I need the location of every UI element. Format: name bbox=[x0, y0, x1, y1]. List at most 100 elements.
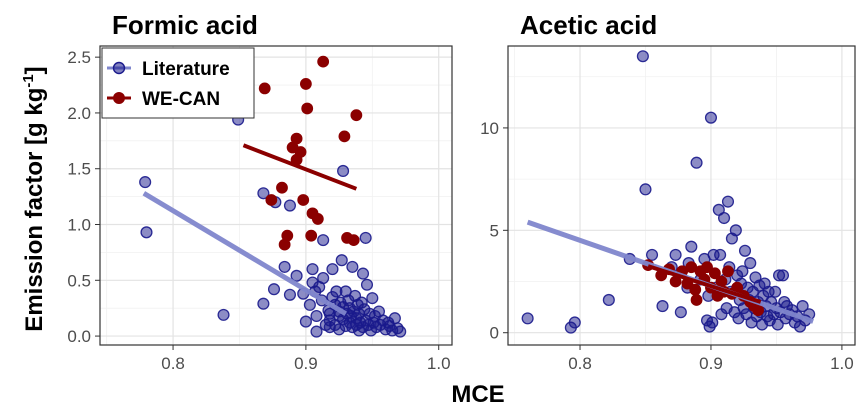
acetic-acid-literature-point bbox=[602, 293, 615, 306]
formic-acid-literature-point bbox=[356, 267, 370, 280]
acetic-acid-literature-point bbox=[656, 300, 669, 313]
formic-acid-literature-point bbox=[139, 176, 152, 189]
acetic-acid-literature-point bbox=[674, 306, 687, 319]
formic-acid-plot-frame bbox=[99, 45, 453, 346]
legend-label-wecan: WE-CAN bbox=[142, 89, 220, 110]
formic-acid-literature-point bbox=[290, 269, 303, 282]
legend: Literature WE-CAN bbox=[101, 47, 255, 119]
formic-acid-literature-point bbox=[217, 308, 230, 321]
legend-marker-literature bbox=[112, 61, 126, 75]
acetic-acid-literature-point bbox=[769, 285, 782, 298]
x-axis-title: MCE bbox=[451, 381, 504, 408]
formic-acid-literature-point bbox=[310, 309, 323, 323]
acetic-acid-literature-point bbox=[738, 244, 752, 257]
acetic-acid-literature-point bbox=[744, 257, 757, 270]
acetic-acid-literature-point bbox=[721, 195, 735, 208]
formic-acid-wecan-point bbox=[301, 102, 314, 115]
acetic-acid-x-tick-label: 0.8 bbox=[568, 354, 592, 373]
formic-acid-literature-point bbox=[140, 226, 153, 239]
acetic-acid-literature-point bbox=[636, 50, 649, 63]
formic-acid-panel: 0.8 0.9 1.0 0.0 0.5 1.0 1.5 2.0 2.5 Formic acid bbox=[67, 10, 453, 373]
acetic-acid-literature-point bbox=[704, 111, 718, 124]
acetic-acid-literature-point bbox=[776, 269, 790, 282]
formic-acid-title: Formic acid bbox=[112, 10, 258, 40]
formic-acid-y-tick-label: 0.0 bbox=[67, 327, 91, 346]
acetic-acid-wecan-point bbox=[715, 275, 728, 288]
acetic-acid-wecan-point bbox=[701, 261, 713, 274]
acetic-acid-literature-point bbox=[685, 240, 698, 253]
formic-acid-x-tick-label: 0.9 bbox=[294, 354, 318, 373]
acetic-acid-x-tick-label: 0.9 bbox=[699, 354, 723, 373]
formic-acid-y-tick-label: 1.0 bbox=[67, 216, 91, 235]
formic-acid-literature-fit-line bbox=[142, 191, 348, 316]
formic-acid-wecan-point bbox=[290, 132, 303, 145]
formic-acid-literature-point bbox=[360, 278, 374, 291]
acetic-acid-wecan-point bbox=[722, 265, 734, 278]
acetic-acid-literature-point bbox=[669, 248, 682, 261]
acetic-acid-title: Acetic acid bbox=[520, 10, 657, 40]
formic-acid-wecan-point bbox=[347, 234, 360, 247]
formic-acid-wecan-point bbox=[338, 130, 351, 143]
formic-acid-literature-point bbox=[388, 312, 401, 325]
acetic-acid-literature-point bbox=[645, 248, 659, 261]
acetic-acid-literature-point bbox=[706, 316, 719, 329]
y-axis-title: Emission factor [g kg-1] bbox=[20, 66, 48, 331]
acetic-acid-literature-point bbox=[736, 265, 749, 278]
acetic-acid-y-tick-label: 10 bbox=[480, 119, 499, 138]
acetic-acid-wecan-point bbox=[689, 283, 702, 296]
legend-box bbox=[101, 47, 255, 119]
formic-acid-literature-point bbox=[335, 254, 348, 267]
formic-acid-literature-point bbox=[317, 272, 330, 285]
y-axis-title-sup: -1 bbox=[20, 74, 37, 87]
acetic-acid-y-tick-label: 5 bbox=[490, 221, 499, 240]
formic-acid-literature-point bbox=[317, 234, 330, 247]
y-axis-title-main: Emission factor [g kg bbox=[21, 88, 48, 332]
formic-acid-wecan-fit-line bbox=[242, 143, 358, 191]
formic-acid-y-tick-label: 1.5 bbox=[67, 160, 91, 179]
acetic-acid-plot-frame bbox=[507, 45, 856, 346]
formic-acid-literature-point bbox=[257, 187, 270, 200]
formic-acid-literature-point bbox=[346, 260, 359, 273]
formic-acid-wecan-point bbox=[276, 181, 288, 194]
legend-marker-wecan bbox=[113, 92, 125, 104]
acetic-acid-literature-point bbox=[718, 211, 731, 225]
acetic-acid-literature-point bbox=[729, 224, 742, 237]
formic-acid-literature-point bbox=[303, 298, 316, 311]
formic-acid-wecan-point bbox=[294, 146, 307, 158]
formic-acid-literature-point bbox=[326, 263, 339, 276]
formic-acid-wecan-point bbox=[350, 109, 363, 122]
acetic-acid-literature-point bbox=[521, 312, 534, 325]
formic-acid-x-tick-label: 0.8 bbox=[161, 354, 185, 373]
acetic-acid-literature-point bbox=[796, 300, 809, 313]
formic-acid-literature-point bbox=[306, 263, 319, 276]
formic-acid-literature-point bbox=[359, 231, 372, 244]
formic-acid-wecan-point bbox=[265, 194, 278, 206]
acetic-acid-literature-point bbox=[690, 156, 703, 169]
formic-acid-literature-point bbox=[366, 292, 379, 305]
acetic-acid-wecan-point bbox=[708, 267, 721, 280]
formic-acid-literature-point bbox=[299, 315, 312, 328]
formic-acid-literature-point bbox=[394, 325, 407, 338]
formic-acid-wecan-point bbox=[299, 78, 312, 90]
acetic-acid-y-tick-label: 0 bbox=[490, 324, 499, 343]
acetic-acid-x-tick-label: 1.0 bbox=[830, 354, 854, 373]
formic-acid-y-tick-label: 0.5 bbox=[67, 271, 91, 290]
formic-acid-y-tick-label: 2.0 bbox=[67, 104, 91, 123]
acetic-acid-wecan-point bbox=[690, 294, 703, 306]
acetic-acid-literature-point bbox=[714, 248, 727, 261]
formic-acid-literature-point bbox=[283, 199, 296, 212]
formic-acid-literature-point bbox=[257, 297, 270, 310]
formic-acid-wecan-point bbox=[317, 55, 330, 68]
acetic-acid-wecan-point bbox=[752, 304, 765, 317]
formic-acid-literature-point bbox=[278, 260, 291, 273]
formic-acid-wecan-point bbox=[311, 213, 324, 225]
acetic-acid-panel: 0.8 0.9 1.0 0 5 10 Acetic acid bbox=[480, 10, 856, 373]
acetic-acid-wecan-fit-line bbox=[647, 264, 762, 304]
formic-acid-literature-point bbox=[267, 283, 281, 296]
formic-acid-literature-point bbox=[283, 288, 296, 301]
formic-acid-literature-point bbox=[310, 325, 323, 338]
formic-acid-wecan-point bbox=[297, 194, 310, 206]
formic-acid-literature-point bbox=[337, 164, 350, 178]
